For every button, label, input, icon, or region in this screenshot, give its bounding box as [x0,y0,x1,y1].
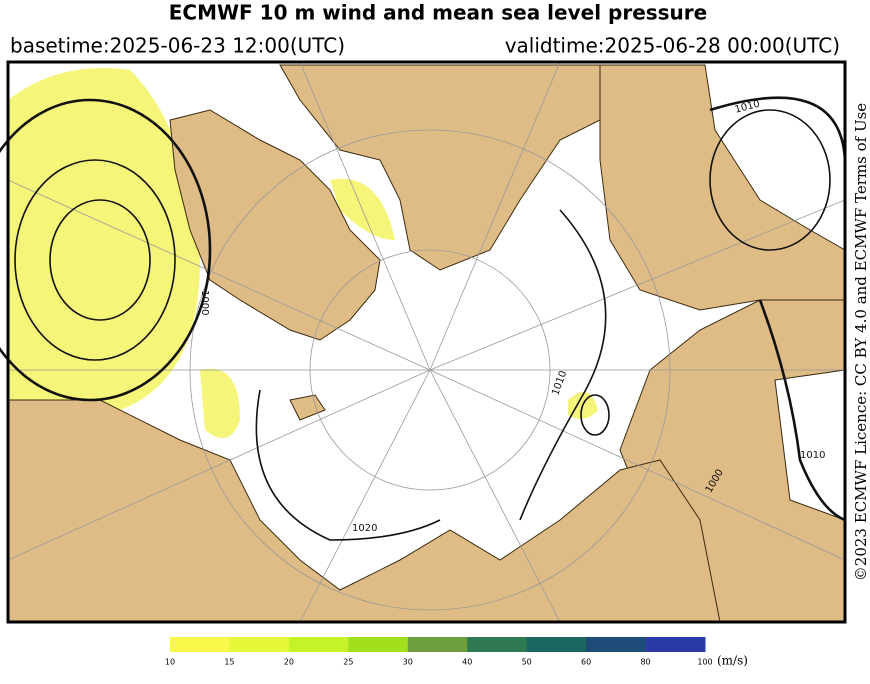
isobar [580,394,610,436]
wind-patch [8,68,200,424]
isobar [255,389,441,541]
greenland [169,109,381,341]
colorbar-segment [288,637,349,652]
colorbar-tick-label: 15 [224,658,234,667]
meridian-line [299,61,431,371]
colorbar-tick-label: 30 [403,658,413,667]
meridian-line [429,61,561,371]
isobar [14,159,176,361]
isobar [709,109,831,251]
wind-patch [200,368,240,438]
isobars [0,96,847,541]
meridian-line [429,199,846,371]
isobar [709,96,847,161]
colorbar: 10 15 20 25 30 40 50 60 80 100 (m/s) [165,637,748,668]
colorbar-segment [586,637,647,652]
validtime: validtime:2025-06-28 00:00(UTC) [505,34,840,58]
isobar [758,299,846,522]
colorbar-segment [645,637,706,652]
meridian-line [429,369,561,623]
meridian-line [7,369,431,561]
isobar-label: 1020 [352,523,377,534]
svalbard [289,394,326,421]
basetime: basetime:2025-06-23 12:00(UTC) [10,34,345,58]
meridian-line [429,369,846,561]
parallel [189,129,671,611]
colorbar-segment [170,637,230,652]
colorbar-segment [229,637,290,652]
colorbar-tick-label: 50 [522,658,532,667]
credit: ©2023 ECMWF Licence: CC BY 4.0 and ECMWF… [852,103,870,582]
title: ECMWF 10 m wind and mean sea level press… [169,1,707,25]
isobar [49,199,151,321]
eurasia [7,399,721,623]
isobar-label: 1010 [800,450,825,461]
colorbar-unit: (m/s) [717,654,748,668]
meridian-line [7,179,431,371]
isobar [519,209,607,521]
colorbar-segment [407,637,468,652]
colorbar-tick-label: 40 [462,658,472,667]
colorbar-tick-label: 100 [697,658,712,667]
colorbar-tick-label: 25 [343,658,353,667]
colorbar-segment [348,637,409,652]
colorbar-tick-label: 60 [581,658,591,667]
meridian-line [299,369,431,623]
colorbar-segment [467,637,528,652]
parallel [309,249,551,491]
map-area: 1010 1000 1020 1010 1010 1000 [0,60,847,624]
map-frame [6,60,847,624]
isobar-label: 1000 [199,290,210,315]
colorbar-tick-label: 10 [165,658,175,667]
colorbar-segment [526,637,587,652]
colorbar-tick-label: 20 [284,658,294,667]
graticule [7,61,846,623]
isobar [0,98,212,402]
colorbar-tick-label: 80 [640,658,650,667]
